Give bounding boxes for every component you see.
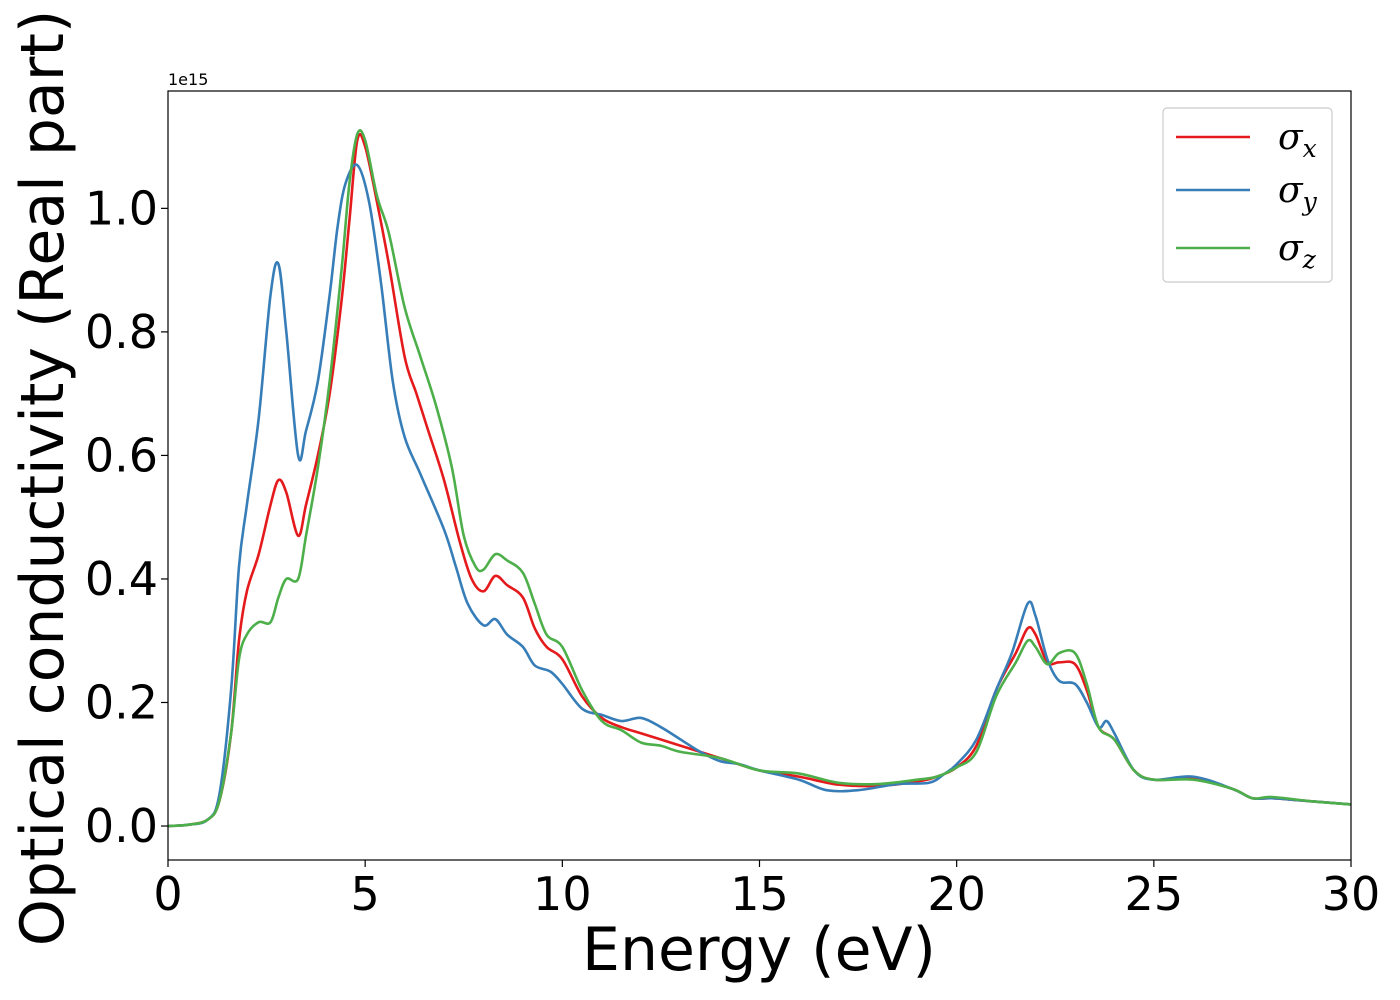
y-tick-label: 0.6: [85, 428, 158, 482]
series-lines: [167, 129, 1352, 828]
x-tick-label: 5: [351, 867, 380, 921]
x-axis-ticks: 0 5 10 15 20 25 30: [153, 860, 1380, 921]
legend-box: [1162, 107, 1333, 283]
x-tick-label: 30: [1322, 867, 1381, 921]
y-offset-label: 1e15: [168, 70, 208, 89]
x-tick-label: 0: [153, 867, 182, 921]
y-tick-label: 0.4: [85, 552, 158, 606]
y-tick-label: 1.0: [85, 181, 158, 235]
series-line-x: [167, 132, 1352, 828]
y-tick-label: 0.8: [85, 305, 158, 359]
x-tick-label: 15: [730, 867, 789, 921]
y-axis-title: Optical conductivity (Real part): [8, 10, 78, 947]
series-line-y: [167, 163, 1352, 828]
x-axis-title: Energy (eV): [582, 915, 936, 985]
x-tick-label: 25: [1125, 867, 1184, 921]
y-tick-label: 0.0: [85, 799, 158, 853]
series-line-z: [167, 129, 1352, 828]
x-tick-label: 20: [927, 867, 986, 921]
y-tick-label: 0.2: [85, 675, 158, 729]
x-tick-label: 10: [533, 867, 592, 921]
y-axis-ticks: 0.0 0.2 0.4 0.6 0.8 1.0: [85, 181, 168, 853]
